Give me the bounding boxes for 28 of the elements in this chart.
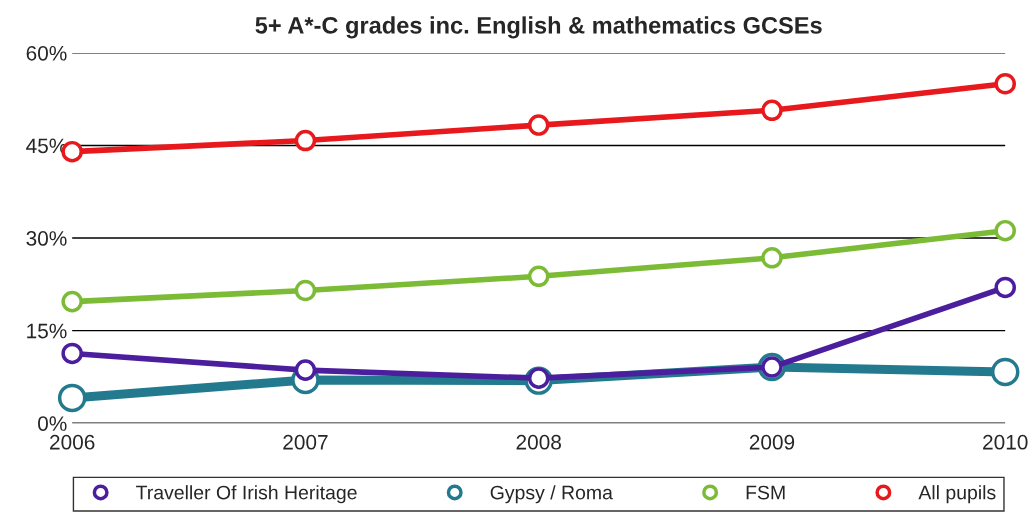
- point: [994, 72, 1016, 95]
- legend-label: All pupils: [918, 485, 996, 504]
- legend-label: Traveller Of Irish Heritage: [136, 485, 357, 504]
- x-tick-label: 2007: [283, 434, 328, 450]
- point: [57, 383, 87, 413]
- legend-label: FSM: [746, 485, 785, 500]
- point: [294, 279, 317, 302]
- x-tick-label: 2006: [50, 434, 95, 450]
- point: [994, 219, 1016, 242]
- point: [527, 265, 550, 288]
- point: [61, 290, 83, 313]
- point: [761, 99, 783, 122]
- point: [761, 247, 783, 269]
- legend-label: Gypsy / Roma: [490, 485, 613, 504]
- point: [294, 129, 317, 152]
- y-tick-label: 15%: [27, 323, 67, 339]
- point: [994, 276, 1016, 299]
- chart-title: 5+ A*-C grades inc. English & mathematics GCSEs: [255, 16, 822, 39]
- point: [990, 357, 1020, 387]
- y-tick-label: 30%: [26, 231, 67, 246]
- point: [527, 114, 550, 136]
- y-tick-label: 60%: [26, 45, 67, 61]
- x-tick-label: 2009: [749, 434, 795, 450]
- point: [294, 359, 317, 381]
- y-tick-label: 0%: [38, 416, 67, 431]
- x-tick-label: 2010: [983, 434, 1028, 450]
- point: [61, 342, 83, 365]
- x-tick-label: 2008: [516, 434, 561, 450]
